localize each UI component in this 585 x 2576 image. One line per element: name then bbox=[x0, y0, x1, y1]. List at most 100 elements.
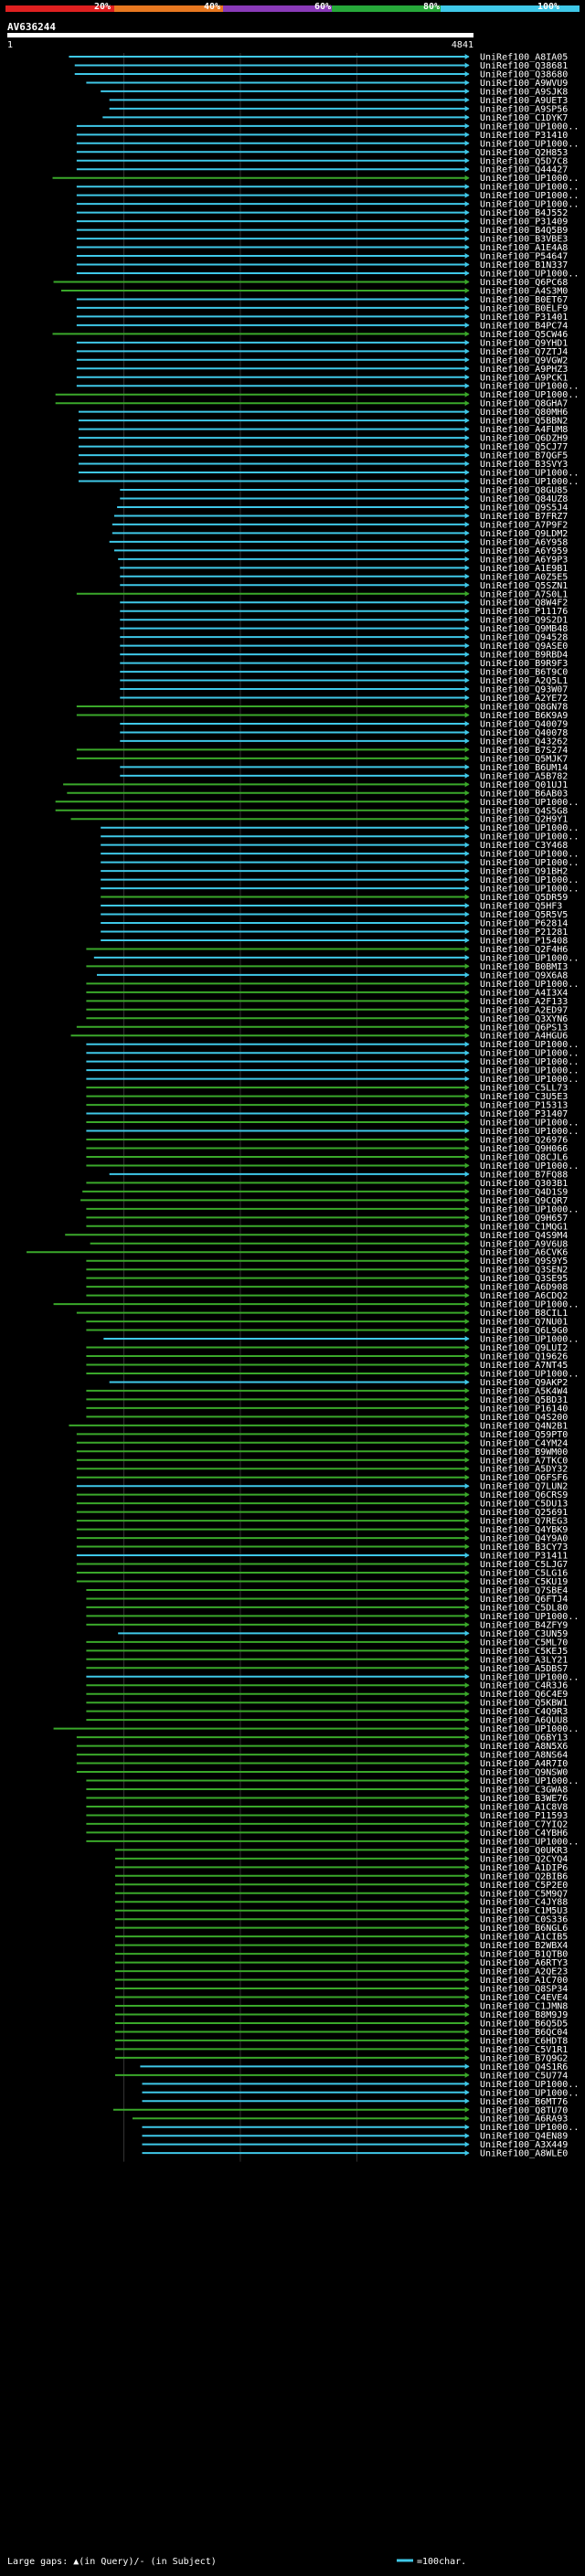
row-label[interactable]: UniRef100_Q6C4E9 bbox=[480, 1690, 568, 1700]
alignment-row[interactable]: UniRef100_C5DL80 bbox=[86, 1603, 568, 1613]
row-label[interactable]: UniRef100_Q2H9Y1 bbox=[480, 815, 568, 825]
alignment-row[interactable]: UniRef100_Q5BBN2 bbox=[78, 417, 568, 427]
alignment-row[interactable]: UniRef100_B8CIL1 bbox=[76, 1309, 568, 1319]
row-label[interactable]: UniRef100_C3UN59 bbox=[480, 1629, 568, 1639]
alignment-row[interactable]: UniRef100_Q6PC68 bbox=[53, 278, 569, 288]
row-label[interactable]: UniRef100_A8IA05 bbox=[480, 53, 568, 63]
row-label[interactable]: UniRef100_Q2F4H6 bbox=[480, 945, 568, 955]
row-label[interactable]: UniRef100_A3X449 bbox=[480, 2140, 568, 2150]
alignment-row[interactable]: UniRef100_Q6CRS9 bbox=[76, 1490, 568, 1500]
row-label[interactable]: UniRef100_P21281 bbox=[480, 928, 568, 938]
row-label[interactable]: UniRef100_Q2BIB6 bbox=[480, 1871, 568, 1882]
alignment-row[interactable]: UniRef100_Q5BD31 bbox=[86, 1395, 568, 1405]
alignment-row[interactable]: UniRef100_A1C8V8 bbox=[86, 1802, 568, 1812]
alignment-row[interactable]: UniRef100_C5KEJ5 bbox=[86, 1647, 568, 1657]
alignment-row[interactable]: UniRef100_UP1000.. bbox=[86, 1161, 579, 1171]
alignment-row[interactable]: UniRef100_Q8TU70 bbox=[112, 2105, 568, 2115]
row-label[interactable]: UniRef100_C5U774 bbox=[480, 2071, 568, 2081]
alignment-row[interactable]: UniRef100_Q7LUN2 bbox=[76, 1482, 568, 1492]
row-label[interactable]: UniRef100_B1N337 bbox=[480, 260, 568, 270]
alignment-row[interactable]: UniRef100_B4Q5B9 bbox=[76, 226, 568, 236]
alignment-row[interactable]: UniRef100_B7FRZ7 bbox=[113, 512, 568, 522]
alignment-row[interactable]: UniRef100_C5LG16 bbox=[76, 1569, 568, 1579]
row-label[interactable]: UniRef100_C5KU19 bbox=[480, 1577, 568, 1587]
row-label[interactable]: UniRef100_A2F133 bbox=[480, 997, 568, 1007]
alignment-row[interactable]: UniRef100_B9R9F3 bbox=[120, 659, 568, 669]
alignment-row[interactable]: UniRef100_C5P2E0 bbox=[114, 1881, 568, 1891]
alignment-row[interactable]: UniRef100_P31401 bbox=[76, 313, 568, 323]
row-label[interactable]: UniRef100_UP1000.. bbox=[480, 191, 579, 201]
alignment-row[interactable]: UniRef100_B9RBD4 bbox=[120, 651, 568, 661]
alignment-row[interactable]: UniRef100_UP1000.. bbox=[101, 823, 579, 833]
alignment-row[interactable]: UniRef100_A6CDQ2 bbox=[86, 1291, 568, 1301]
row-label[interactable]: UniRef100_Q94528 bbox=[480, 633, 568, 643]
alignment-row[interactable]: UniRef100_A2F133 bbox=[86, 997, 568, 1007]
alignment-row[interactable]: UniRef100_Q40078 bbox=[120, 728, 568, 738]
row-label[interactable]: UniRef100_A5B782 bbox=[480, 771, 568, 781]
row-label[interactable]: UniRef100_C6HDT8 bbox=[480, 2036, 568, 2046]
row-label[interactable]: UniRef100_C5KEJ5 bbox=[480, 1647, 568, 1657]
row-label[interactable]: UniRef100_C5V1R1 bbox=[480, 2045, 568, 2055]
row-label[interactable]: UniRef100_P31410 bbox=[480, 131, 568, 141]
row-label[interactable]: UniRef100_C4JY88 bbox=[480, 1898, 568, 1908]
row-label[interactable]: UniRef100_UP1000.. bbox=[480, 885, 579, 895]
alignment-row[interactable]: UniRef100_C4EVE4 bbox=[114, 1993, 568, 2003]
row-label[interactable]: UniRef100_UP1000.. bbox=[480, 122, 579, 132]
row-label[interactable]: UniRef100_Q8GU85 bbox=[480, 486, 568, 496]
row-label[interactable]: UniRef100_Q9S2D1 bbox=[480, 616, 568, 626]
row-label[interactable]: UniRef100_Q6FTJ4 bbox=[480, 1595, 568, 1605]
alignment-row[interactable]: UniRef100_Q6FSF6 bbox=[76, 1473, 568, 1483]
alignment-row[interactable]: UniRef100_UP1000.. bbox=[101, 885, 579, 895]
alignment-row[interactable]: UniRef100_A3X449 bbox=[142, 2140, 568, 2150]
alignment-row[interactable]: UniRef100_C4JY88 bbox=[114, 1898, 568, 1908]
row-label[interactable]: UniRef100_Q84UZ8 bbox=[480, 494, 568, 504]
row-label[interactable]: UniRef100_B9RBD4 bbox=[480, 651, 568, 661]
row-label[interactable]: UniRef100_UP1000.. bbox=[480, 1161, 579, 1171]
row-label[interactable]: UniRef100_Q5D7C8 bbox=[480, 156, 568, 166]
row-label[interactable]: UniRef100_B4PC74 bbox=[480, 321, 568, 331]
row-label[interactable]: UniRef100_A7S0L1 bbox=[480, 589, 568, 599]
alignment-row[interactable]: UniRef100_A1E9B1 bbox=[120, 564, 568, 574]
alignment-row[interactable]: UniRef100_B9WM00 bbox=[76, 1447, 568, 1458]
row-label[interactable]: UniRef100_Q9VGW2 bbox=[480, 355, 568, 366]
alignment-row[interactable]: UniRef100_A9WVU9 bbox=[86, 79, 568, 89]
row-label[interactable]: UniRef100_A8NS64 bbox=[480, 1751, 568, 1761]
row-label[interactable]: UniRef100_UP1000.. bbox=[480, 1127, 579, 1137]
alignment-row[interactable]: UniRef100_Q5MJK7 bbox=[76, 754, 568, 764]
alignment-row[interactable]: UniRef100_C1JMN8 bbox=[114, 2002, 568, 2012]
row-label[interactable]: UniRef100_Q8GHA7 bbox=[480, 399, 568, 409]
row-label[interactable]: UniRef100_Q4Y9A0 bbox=[480, 1534, 568, 1544]
row-label[interactable]: UniRef100_Q5BD31 bbox=[480, 1395, 568, 1405]
row-label[interactable]: UniRef100_Q5BBN2 bbox=[480, 417, 568, 427]
alignment-row[interactable]: UniRef100_B4ZFY9 bbox=[86, 1620, 568, 1630]
alignment-row[interactable]: UniRef100_Q91BH2 bbox=[101, 867, 568, 877]
alignment-row[interactable]: UniRef100_UP1000.. bbox=[142, 2123, 579, 2133]
row-label[interactable]: UniRef100_UP1000.. bbox=[480, 1075, 579, 1085]
row-label[interactable]: UniRef100_Q5SZN1 bbox=[480, 581, 568, 591]
row-label[interactable]: UniRef100_Q6L9G0 bbox=[480, 1326, 568, 1336]
alignment-row[interactable]: UniRef100_B6K9A9 bbox=[76, 711, 568, 721]
alignment-row[interactable]: UniRef100_P15313 bbox=[86, 1101, 568, 1111]
alignment-row[interactable]: UniRef100_B6QC04 bbox=[114, 2028, 568, 2038]
row-label[interactable]: UniRef100_B7FRZ7 bbox=[480, 512, 568, 522]
row-label[interactable]: UniRef100_B4ZFY9 bbox=[480, 1620, 568, 1630]
alignment-row[interactable]: UniRef100_B7FQ88 bbox=[109, 1170, 569, 1180]
alignment-row[interactable]: UniRef100_A6CVK6 bbox=[27, 1248, 568, 1258]
row-label[interactable]: UniRef100_A4FUM8 bbox=[480, 425, 568, 435]
alignment-row[interactable]: UniRef100_A9UET3 bbox=[109, 96, 569, 106]
alignment-row[interactable]: UniRef100_UP1000.. bbox=[86, 1127, 579, 1137]
row-label[interactable]: UniRef100_Q6DZH9 bbox=[480, 434, 568, 444]
row-label[interactable]: UniRef100_Q3SE95 bbox=[480, 1274, 568, 1284]
alignment-row[interactable]: UniRef100_A2ED97 bbox=[86, 1005, 568, 1015]
alignment-row[interactable]: UniRef100_UP1000.. bbox=[76, 183, 580, 193]
alignment-row[interactable]: UniRef100_Q303B1 bbox=[86, 1179, 568, 1189]
row-label[interactable]: UniRef100_Q303B1 bbox=[480, 1179, 568, 1189]
row-label[interactable]: UniRef100_UP1000.. bbox=[480, 1776, 579, 1786]
row-label[interactable]: UniRef100_C0S336 bbox=[480, 1915, 568, 1925]
alignment-row[interactable]: UniRef100_Q5CJ77 bbox=[78, 442, 568, 452]
row-label[interactable]: UniRef100_UP1000.. bbox=[480, 477, 579, 487]
row-label[interactable]: UniRef100_P31411 bbox=[480, 1552, 568, 1562]
alignment-row[interactable]: UniRef100_A7NT45 bbox=[86, 1361, 568, 1371]
alignment-row[interactable]: UniRef100_UP1000.. bbox=[76, 382, 580, 392]
alignment-row[interactable]: UniRef100_Q5D7C8 bbox=[76, 156, 568, 166]
